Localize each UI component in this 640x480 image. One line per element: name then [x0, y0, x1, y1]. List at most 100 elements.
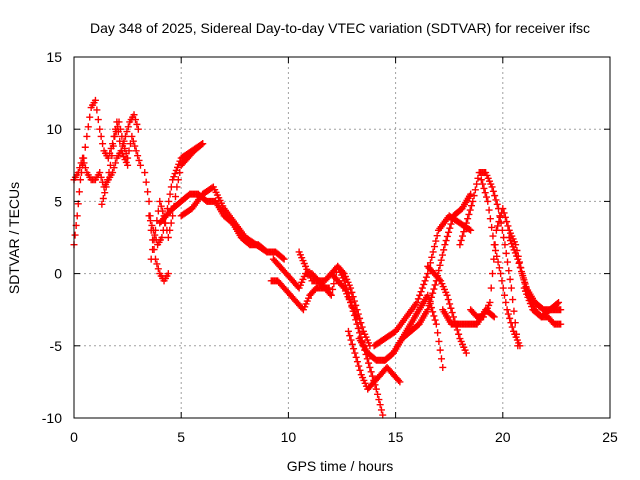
data-point [350, 345, 358, 353]
data-point [455, 330, 463, 338]
data-point [349, 307, 357, 315]
data-point [467, 190, 475, 198]
data-point [429, 289, 437, 297]
data-point [75, 188, 83, 196]
data-point [460, 228, 468, 236]
data-point [144, 188, 152, 196]
data-point [119, 140, 127, 148]
data-point [351, 349, 359, 357]
data-point [524, 293, 532, 301]
data-point [347, 298, 355, 306]
data-point [445, 228, 453, 236]
data-point [444, 296, 452, 304]
data-point [347, 336, 355, 344]
data-point [154, 265, 162, 273]
data-point [327, 291, 335, 299]
data-point [489, 270, 497, 278]
data-point [488, 183, 496, 191]
data-point [76, 176, 84, 184]
data-point [372, 385, 380, 393]
data-point [523, 290, 531, 298]
data-point [440, 246, 448, 254]
data-point [461, 223, 469, 231]
series-sat-track-19 [456, 169, 522, 350]
data-point [494, 258, 502, 266]
series-sat-track-14 [355, 190, 475, 364]
data-point [108, 152, 116, 160]
data-point [446, 224, 454, 232]
data-point [502, 298, 510, 306]
data-point [174, 176, 182, 184]
data-point [506, 275, 514, 283]
data-point [377, 406, 385, 414]
data-point [557, 306, 565, 314]
data-point [437, 256, 445, 264]
data-point [124, 123, 132, 131]
data-point [350, 297, 358, 305]
data-point [146, 217, 154, 225]
data-point [136, 161, 144, 169]
data-point [164, 234, 172, 241]
data-point [515, 259, 523, 267]
data-point [124, 161, 132, 169]
data-point [330, 280, 338, 288]
data-point [426, 259, 434, 267]
data-point [493, 200, 501, 208]
data-point [142, 178, 150, 186]
data-point [133, 120, 141, 128]
data-point [442, 237, 450, 245]
data-point [349, 293, 357, 301]
series-sat-track-2 [70, 111, 142, 191]
data-point [499, 205, 507, 213]
data-point [344, 290, 352, 298]
data-point [344, 327, 352, 335]
data-point [436, 261, 444, 269]
data-point [148, 221, 156, 229]
data-point [130, 111, 138, 119]
data-point [96, 169, 104, 177]
data-point [449, 313, 457, 321]
data-point [430, 243, 438, 251]
data-point [490, 241, 498, 249]
y-tick-label: -10 [42, 410, 62, 426]
data-point [331, 274, 339, 282]
data-point [111, 159, 119, 167]
data-point [525, 296, 533, 304]
data-point [509, 296, 517, 304]
data-point [263, 248, 271, 256]
data-point [528, 303, 536, 311]
data-point [353, 358, 361, 366]
data-point [375, 396, 383, 404]
data-point [347, 284, 355, 292]
data-point [501, 241, 509, 249]
data-point [420, 280, 428, 288]
data-point [441, 241, 449, 249]
data-point [503, 306, 511, 314]
data-point [492, 226, 500, 234]
data-point [507, 284, 515, 292]
data-point [159, 207, 167, 215]
data-point [480, 184, 488, 192]
data-point [436, 346, 444, 354]
data-point [354, 310, 362, 318]
series-sat-track-4 [141, 169, 172, 285]
data-point [435, 337, 443, 345]
axis-ticks: 0 5 10 15 20 25 -10 -5 0 5 10 15 [42, 49, 618, 445]
data-point [467, 226, 475, 234]
data-point [135, 156, 143, 164]
data-point [416, 291, 424, 299]
data-point [329, 285, 337, 293]
data-point [153, 260, 161, 268]
data-point [521, 280, 529, 288]
series-sat-track-13 [344, 327, 404, 393]
data-point [356, 366, 364, 374]
data-point [430, 312, 438, 320]
data-point [367, 368, 375, 376]
data-point [446, 300, 454, 308]
data-point [504, 222, 512, 230]
data-point [73, 212, 81, 220]
data-point [498, 277, 506, 285]
data-point [134, 152, 142, 160]
data-point [456, 241, 464, 249]
x-tick-label: 15 [388, 429, 404, 445]
